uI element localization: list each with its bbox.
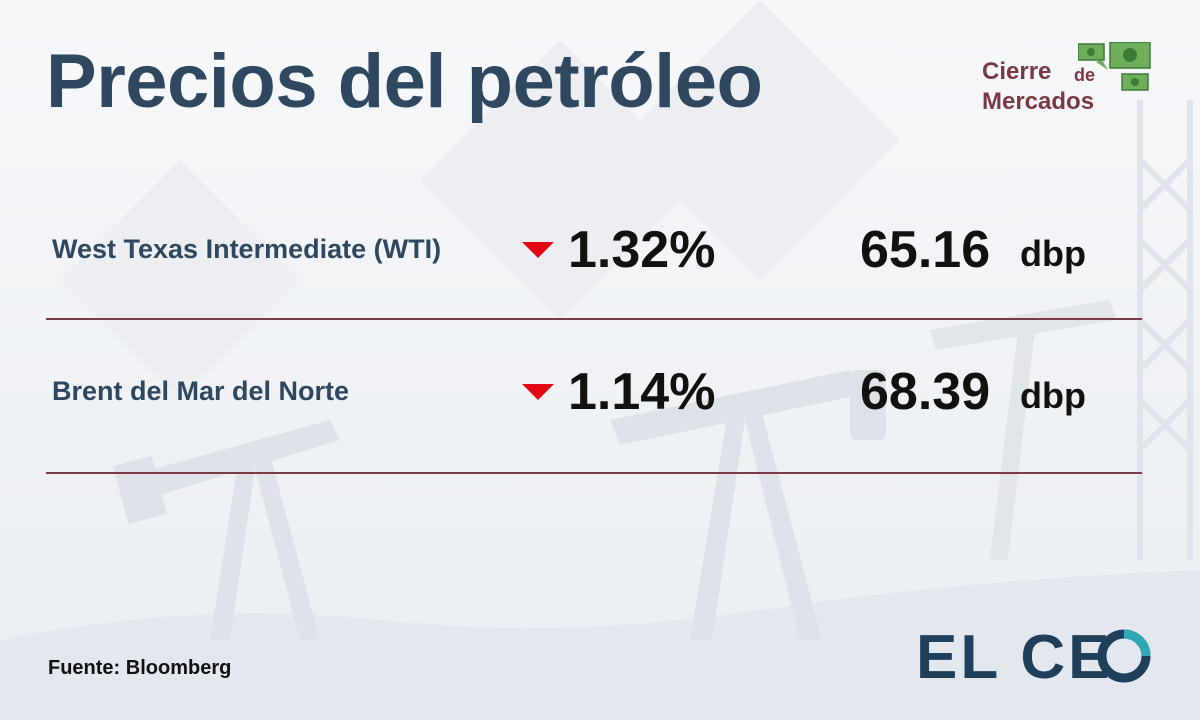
down-arrow-icon [522, 242, 554, 258]
cierre-de-mercados-badge: Cierre de Mercados [982, 42, 1182, 122]
logo-o-ring-icon [1097, 629, 1151, 683]
price-value: 68.39 [860, 363, 991, 421]
price-row-brent: Brent del Mar del Norte 1.14% 68.39 dbp [0, 362, 1200, 422]
down-arrow-icon [522, 384, 554, 400]
row-divider [46, 472, 1142, 474]
percent-change: 1.14% [568, 363, 716, 421]
source-note: Fuente: Bloomberg [48, 657, 232, 679]
brand-line2: Mercados [982, 88, 1095, 115]
brand-line1: Cierre [982, 58, 1052, 85]
price-unit: dbp [1020, 233, 1086, 274]
brand-line1-small: de [1074, 65, 1096, 85]
el-ceo-logo: EL CE [916, 622, 1156, 692]
price-row-wti: West Texas Intermediate (WTI) 1.32% 65.1… [0, 220, 1200, 280]
instrument-name: Brent del Mar del Norte [52, 376, 350, 406]
svg-text:EL CE: EL CE [916, 623, 1112, 686]
el-ceo-logo-graphic: EL CE [916, 623, 1151, 692]
page-title: Precios del petróleo [46, 39, 763, 124]
price-value: 65.16 [860, 221, 991, 279]
money-bills-icon [1078, 42, 1151, 91]
instrument-name: West Texas Intermediate (WTI) [52, 234, 442, 264]
price-unit: dbp [1020, 375, 1086, 416]
percent-change: 1.32% [568, 221, 716, 279]
row-divider [46, 318, 1142, 320]
